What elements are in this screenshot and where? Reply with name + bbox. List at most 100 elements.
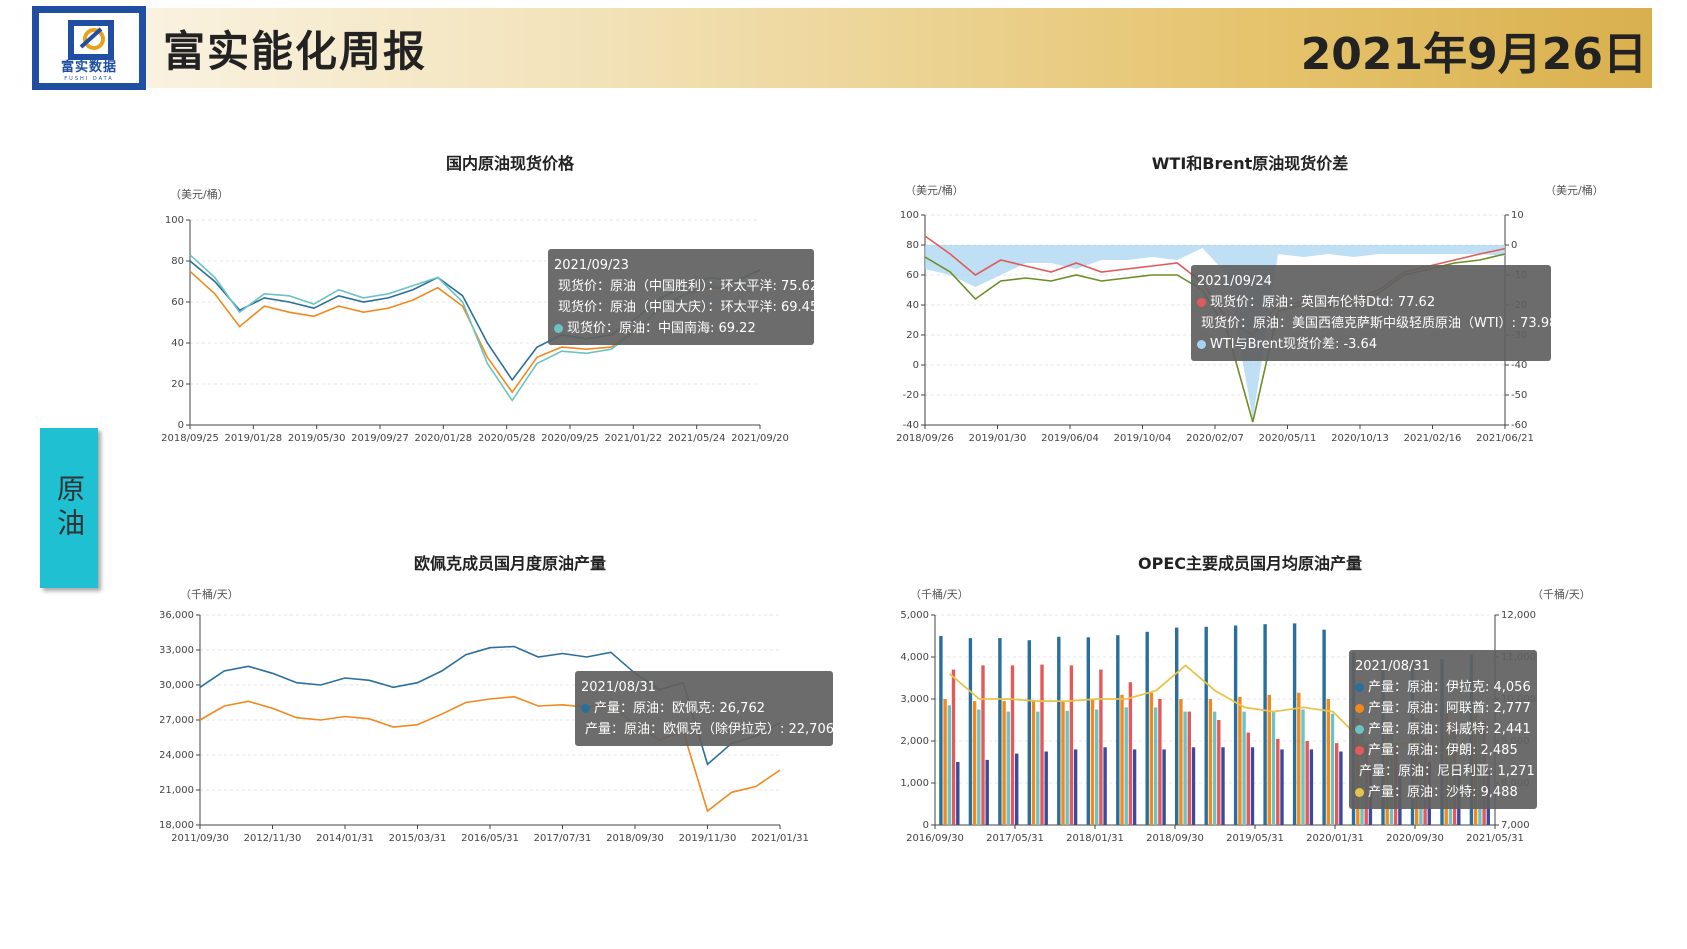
y-tick-label: 36,000 xyxy=(160,610,194,621)
bar-4 xyxy=(985,759,989,825)
bar-4 xyxy=(1280,749,1284,825)
report-date: 2021年9月26日 xyxy=(1300,29,1647,80)
chart3-unit: （千桶/天） xyxy=(180,588,239,601)
bar-1 xyxy=(1120,694,1124,825)
chart1-title: 国内原油现货价格 xyxy=(445,154,574,173)
bar-3 xyxy=(1335,743,1339,825)
bar-0 xyxy=(1292,623,1297,825)
bar-3 xyxy=(1305,741,1309,825)
y2-tick-label: 12,000 xyxy=(1501,610,1536,621)
y-tick-label: 20 xyxy=(906,330,919,341)
y-tick-label: -40 xyxy=(903,420,919,431)
bar-4 xyxy=(1015,753,1019,825)
c4-tooltip-text: 产量：原油：科威特: 2,441 xyxy=(1368,722,1531,737)
x-tick-label: 2021/09/20 xyxy=(731,433,789,444)
legend-dot-icon xyxy=(1197,298,1206,307)
y-tick-label: 1,000 xyxy=(900,778,929,789)
bar-4 xyxy=(1044,751,1048,825)
y-tick-label: 21,000 xyxy=(160,785,194,796)
y-tick-label: 18,000 xyxy=(160,820,194,831)
bar-0 xyxy=(998,638,1002,825)
c3-tooltip-text: 产量：原油：欧佩克: 26,762 xyxy=(594,701,765,716)
legend-dot-icon xyxy=(1355,725,1364,734)
c4-tooltip-text: 产量：原油：沙特: 9,488 xyxy=(1368,785,1518,800)
bar-2 xyxy=(1095,709,1099,825)
bar-4 xyxy=(1103,747,1107,825)
x-tick-label: 2018/09/26 xyxy=(896,433,954,444)
x-tick-label: 2020/09/30 xyxy=(1386,833,1444,844)
section-tab-crude-oil[interactable]: 原油 xyxy=(40,428,98,588)
c1-tooltip-text: 现货价：原油（中国胜利）：环太平洋: 75.62 xyxy=(558,279,819,294)
x-tick-label: 2019/01/30 xyxy=(969,433,1027,444)
c2-tooltip-text: 现货价：原油：美国西德克萨斯中级轻质原油（WTI）: 73.98 xyxy=(1201,316,1558,331)
bar-3 xyxy=(1099,669,1103,825)
x-tick-label: 2020/01/31 xyxy=(1306,833,1364,844)
bar-0 xyxy=(1086,637,1090,825)
legend-dot-icon xyxy=(1197,340,1206,349)
bar-3 xyxy=(1010,665,1015,825)
legend-dot-icon xyxy=(1355,788,1364,797)
bar-0 xyxy=(939,636,943,825)
bar-1 xyxy=(943,699,947,825)
chart2-title: WTI和Brent原油现货价差 xyxy=(1151,154,1349,173)
bar-3 xyxy=(951,669,956,825)
legend-dot-icon xyxy=(554,324,563,333)
bar-1 xyxy=(1179,699,1183,825)
y-tick-label: 100 xyxy=(165,215,184,226)
bar-0 xyxy=(968,638,973,825)
x-tick-label: 2015/03/31 xyxy=(389,833,447,844)
x-tick-label: 2019/10/04 xyxy=(1114,433,1172,444)
y-tick-label: 27,000 xyxy=(160,715,194,726)
bar-0 xyxy=(1057,636,1061,825)
x-tick-label: 2016/05/31 xyxy=(461,833,519,844)
y2-tick-label: 10 xyxy=(1511,210,1524,221)
bar-0 xyxy=(1322,629,1326,825)
c4-tooltip-row: 产量：原油：尼日利亚: 1,271 xyxy=(1355,761,1535,782)
x-tick-label: 2019/11/30 xyxy=(679,833,737,844)
bar-3 xyxy=(1276,738,1280,825)
bar-3 xyxy=(1246,732,1250,825)
bar-0 xyxy=(1263,624,1267,825)
x-tick-label: 2021/05/31 xyxy=(1466,833,1524,844)
c4-tooltip-row: 产量：原油：伊朗: 2,485 xyxy=(1355,740,1531,761)
x-tick-label: 2021/01/22 xyxy=(605,433,663,444)
c1-tooltip-row: 现货价：原油（中国大庆）：环太平洋: 69.45 xyxy=(554,297,818,318)
bar-0 xyxy=(1204,626,1208,825)
y-tick-label: 33,000 xyxy=(160,645,194,656)
c3-tooltip-row: 产量：原油：欧佩克（除伊拉克）: 22,706 xyxy=(581,719,834,740)
y2-tick-label: 7,000 xyxy=(1501,820,1530,831)
chart4-tooltip: 2021/08/31 产量：原油：伊拉克: 4,056 产量：原油：阿联酋: 2,… xyxy=(1349,650,1537,809)
x-tick-label: 2012/11/30 xyxy=(244,833,302,844)
x-tick-label: 2018/01/31 xyxy=(1066,833,1124,844)
x-tick-label: 2019/05/30 xyxy=(288,433,346,444)
c4-tooltip-row: 产量：原油：伊拉克: 4,056 xyxy=(1355,677,1531,698)
bar-0 xyxy=(1116,635,1120,825)
y-tick-label: 24,000 xyxy=(160,750,194,761)
c4-tooltip-text: 产量：原油：尼日利亚: 1,271 xyxy=(1359,764,1535,779)
bar-2 xyxy=(1065,710,1069,825)
bar-4 xyxy=(1339,751,1343,825)
bar-3 xyxy=(1187,711,1191,825)
x-tick-label: 2021/05/24 xyxy=(668,433,726,444)
bar-0 xyxy=(1233,625,1238,825)
y-tick-label: 2,000 xyxy=(900,736,929,747)
chart4-unit-right: （千桶/天） xyxy=(1532,588,1591,601)
chart1-tooltip: 2021/09/23 现货价：原油（中国胜利）：环太平洋: 75.62 现货价：原… xyxy=(548,249,818,345)
bar-1 xyxy=(1238,696,1242,825)
bar-1 xyxy=(1061,701,1065,825)
y-tick-label: 0 xyxy=(913,360,919,371)
y-tick-label: 100 xyxy=(900,210,919,221)
bar-1 xyxy=(1326,699,1330,825)
c4-tooltip-row: 产量：原油：阿联酋: 2,777 xyxy=(1355,698,1531,719)
c2-tooltip-row: WTI与Brent现货价差: -3.64 xyxy=(1197,334,1545,355)
y-tick-label: 0 xyxy=(178,420,184,431)
bar-1 xyxy=(1297,692,1301,825)
y2-tick-label: -40 xyxy=(1511,360,1527,371)
c2-tooltip-row: 现货价：原油：美国西德克萨斯中级轻质原油（WTI）: 73.98 xyxy=(1197,313,1557,334)
x-tick-label: 2019/06/04 xyxy=(1041,433,1099,444)
y-tick-label: 40 xyxy=(171,338,184,349)
logo-subtext: FUSHI DATA xyxy=(64,76,114,82)
x-tick-label: 2020/02/07 xyxy=(1186,433,1244,444)
x-tick-label: 2020/01/28 xyxy=(415,433,473,444)
c1-tooltip-text: 现货价：原油：中国南海: 69.22 xyxy=(567,321,756,336)
